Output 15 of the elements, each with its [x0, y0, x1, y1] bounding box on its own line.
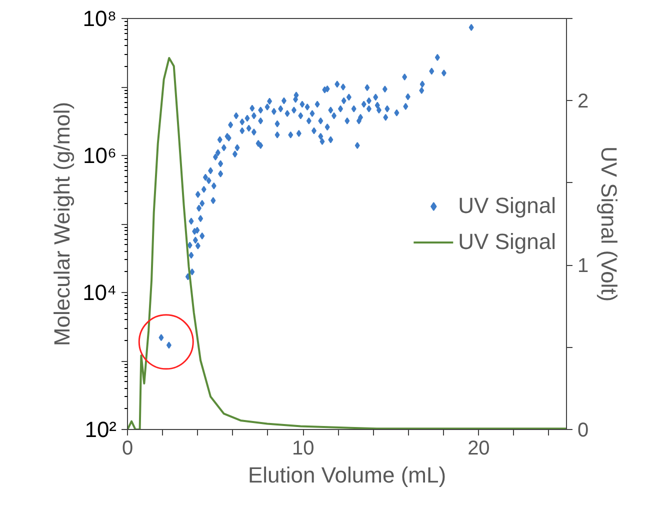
y-axis-title: Molecular Weight (g/mol): [50, 102, 75, 346]
y-tick-label: 10⁸: [82, 6, 117, 31]
y2-tick-label: 0: [578, 420, 589, 442]
y-tick-label: 10⁴: [82, 280, 117, 305]
y-tick-label: 10⁶: [82, 143, 117, 168]
y2-axis-title: UV Signal (Volt): [596, 146, 622, 302]
x-tick-label: 20: [468, 438, 490, 460]
y-tick-label: 10²: [84, 417, 116, 442]
y2-tick-label: 1: [578, 255, 589, 278]
x-tick-label: 0: [122, 438, 134, 460]
x-axis-title: Elution Volume (mL): [248, 462, 446, 488]
y2-tick-label: 2: [578, 90, 589, 113]
x-tick-label: 10: [292, 438, 314, 460]
legend-label: UV Signal: [458, 192, 556, 218]
legend-label: UV Signal: [458, 228, 556, 254]
